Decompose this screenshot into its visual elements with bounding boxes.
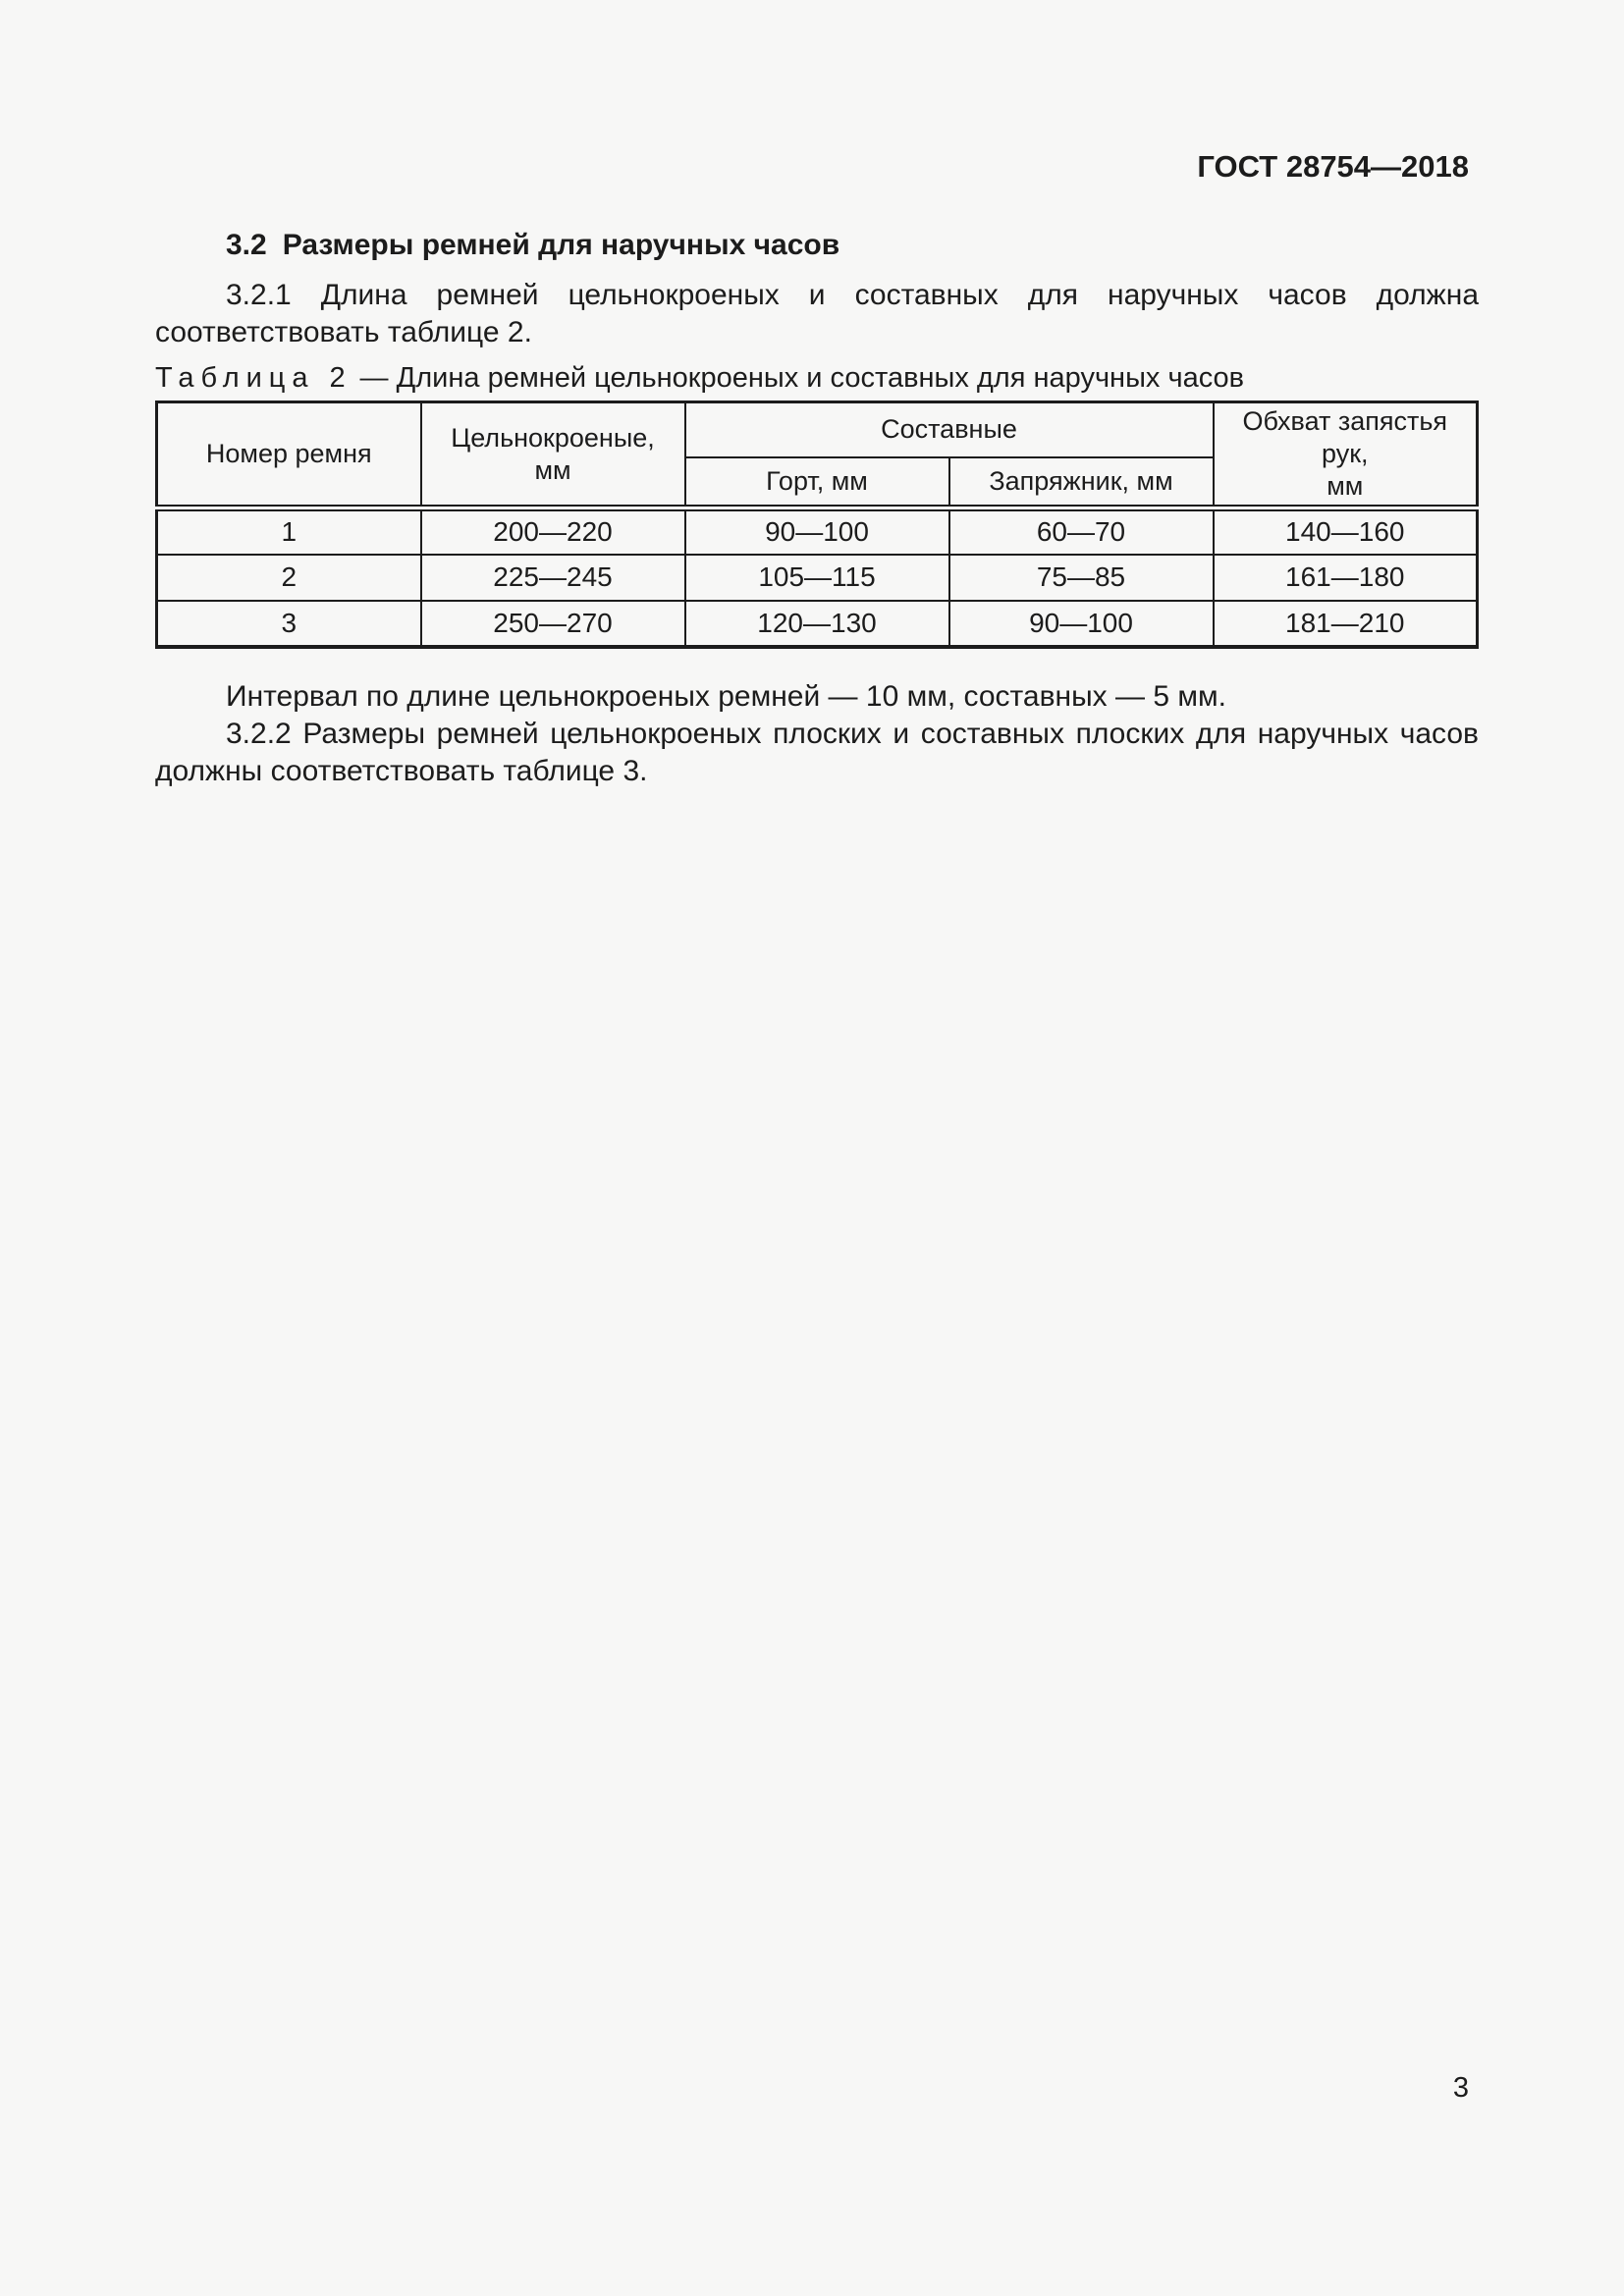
table-cell: 120—130 <box>683 599 950 648</box>
table-2-strap-lengths: Номер ремня Цельнокроеные, мм Составные … <box>155 400 1479 649</box>
table-cell: 2 <box>155 553 422 602</box>
table-header-row-2: Горт, мм Запряжник, мм <box>157 455 1478 509</box>
para-3-2-1: 3.2.1 Длина ремней цельнокроеных и соста… <box>155 279 1479 348</box>
section-heading-text: Размеры ремней для наручных часов <box>282 229 840 261</box>
table-row: 2 225—245 105—115 75—85 161—180 <box>155 553 1479 602</box>
table-cell: 60—70 <box>947 505 1215 556</box>
col-header-zapryazhnik: Запряжник, мм <box>947 455 1215 509</box>
page-number: 3 <box>1452 2072 1469 2104</box>
table-cell: 161—180 <box>1212 553 1479 602</box>
section-heading: 3.2 Размеры ремней для наручных часов <box>226 228 1479 263</box>
doc-code: ГОСТ 28754—2018 <box>1197 149 1469 184</box>
col-header-wrist-girth: Обхват запястья рук, мм <box>1212 400 1479 509</box>
col-header-composite-group: Составные <box>683 400 1215 458</box>
table-body: 1 200—220 90—100 60—70 140—160 2 225—245… <box>155 505 1479 648</box>
table-cell: 250—270 <box>419 599 686 648</box>
para-3-2-2: 3.2.2 Размеры ремней цельнокроеных плоск… <box>155 717 1479 787</box>
col-header-belt-number: Номер ремня <box>155 400 422 509</box>
table-cell: 90—100 <box>683 505 950 556</box>
section-heading-number: 3.2 <box>226 229 267 261</box>
table-cell: 200—220 <box>419 505 686 556</box>
col-header-gort: Горт, мм <box>683 455 950 509</box>
table-row: 3 250—270 120—130 90—100 181—210 <box>155 599 1479 648</box>
table-cell: 1 <box>155 505 422 556</box>
table-header-row-1: Номер ремня Цельнокроеные, мм Составные … <box>155 400 1479 509</box>
note-interval: Интервал по длине цельнокроеных ремней —… <box>226 679 1226 713</box>
table-header: Номер ремня Цельнокроеные, мм Составные … <box>155 400 1479 509</box>
table-cell: 3 <box>155 599 422 648</box>
table-cell: 225—245 <box>419 553 686 602</box>
col-header-wrist-girth-line2: мм <box>1326 471 1364 501</box>
table-caption: Таблица 2— Длина ремней цельнокроеных и … <box>155 361 1479 395</box>
col-header-solid-cut: Цельнокроеные, мм <box>419 400 686 509</box>
table-row: 1 200—220 90—100 60—70 140—160 <box>155 505 1479 556</box>
table-cell: 90—100 <box>947 599 1215 648</box>
table-cell: 105—115 <box>683 553 950 602</box>
table-caption-label: Таблица 2 <box>155 362 352 394</box>
table-cell: 140—160 <box>1212 505 1479 556</box>
table-cell: 75—85 <box>947 553 1215 602</box>
table-cell: 181—210 <box>1212 599 1479 648</box>
col-header-wrist-girth-line1: Обхват запястья рук, <box>1242 406 1448 468</box>
table-caption-text: — Длина ремней цельнокроеных и составных… <box>359 362 1245 394</box>
